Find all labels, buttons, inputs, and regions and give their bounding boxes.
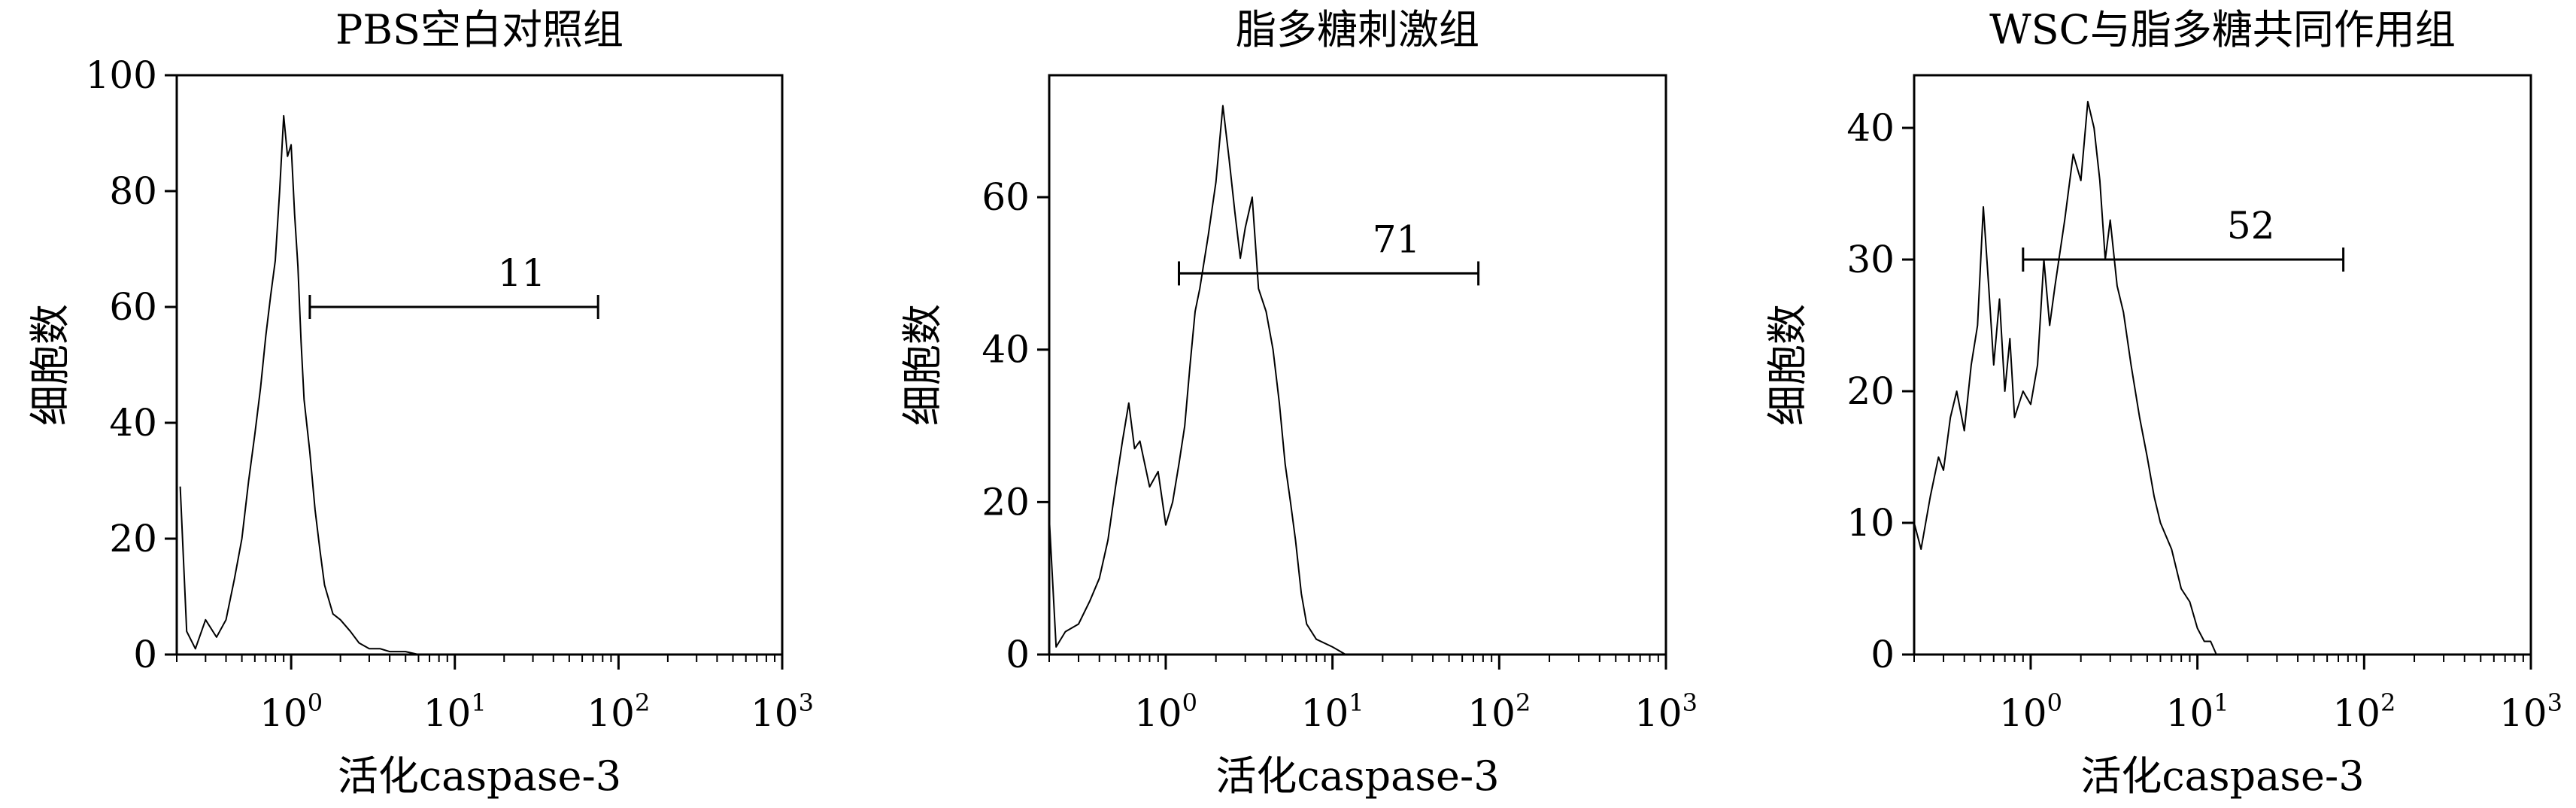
y-tick-label: 40 (982, 328, 1030, 372)
chart-title: PBS空白对照组 (335, 6, 624, 53)
histogram-line (1048, 105, 1346, 655)
x-tick-label: 101 (1301, 688, 1364, 735)
x-tick-label: 103 (2499, 688, 2562, 735)
chart-panel-1: PBS空白对照组 0 20 40 60 80 100 100 101 102 103 活化caspas… (26, 6, 814, 800)
x-tick-label: 101 (423, 688, 487, 735)
x-tick-label: 100 (1999, 688, 2062, 735)
x-axis-label: 活化caspase-3 (1215, 752, 1499, 800)
histogram-line (1913, 101, 2217, 655)
y-tick-label: 0 (133, 633, 157, 676)
x-tick-label: 102 (2332, 688, 2395, 735)
y-tick-label: 10 (1846, 501, 1895, 545)
plot-frame (175, 74, 784, 656)
chart-title: WSC与脂多糖共同作用组 (1989, 6, 2456, 53)
x-tick-label: 103 (751, 688, 814, 735)
gate-label: 71 (1373, 217, 1421, 261)
y-tick-label: 0 (1006, 633, 1030, 676)
y-tick-label: 40 (109, 401, 157, 445)
y-tick-label: 20 (109, 517, 157, 560)
x-tick-label: 101 (2166, 688, 2229, 735)
x-axis-label: 活化caspase-3 (338, 752, 621, 800)
y-axis-label: 细胞数 (26, 304, 74, 426)
y-tick-label: 60 (109, 285, 157, 329)
y-tick-label: 0 (1871, 633, 1895, 676)
y-tick-label: 40 (1846, 106, 1895, 150)
plot-frame (1913, 74, 2532, 656)
chart-title: 脂多糖刺激组 (1236, 6, 1479, 53)
gate-label: 11 (498, 251, 546, 295)
y-tick-label: 30 (1846, 238, 1895, 281)
y-tick-label: 80 (109, 169, 157, 213)
chart-panel-2: 脂多糖刺激组 0 20 40 60 100 101 102 103 活化caspase-3 细胞数 7… (899, 6, 1698, 800)
y-tick-label: 20 (1846, 369, 1895, 413)
x-tick-label: 102 (1467, 688, 1531, 735)
y-axis-label: 细胞数 (899, 304, 946, 426)
y-tick-label: 100 (86, 53, 157, 97)
gate-label: 52 (2227, 204, 2275, 248)
chart-panel-3: WSC与脂多糖共同作用组 0 10 20 30 40 100 101 102 103 活化caspa… (1764, 6, 2562, 800)
plot-frame (1048, 74, 1667, 656)
histogram-line (179, 114, 419, 655)
x-tick-label: 100 (1134, 688, 1197, 735)
x-axis-label: 活化caspase-3 (2080, 752, 2364, 800)
x-tick-label: 103 (1634, 688, 1698, 735)
y-tick-label: 20 (982, 480, 1030, 524)
x-tick-label: 102 (587, 688, 650, 735)
y-tick-label: 60 (982, 175, 1030, 219)
y-axis-label: 细胞数 (1764, 304, 1811, 426)
x-tick-label: 100 (259, 688, 323, 735)
